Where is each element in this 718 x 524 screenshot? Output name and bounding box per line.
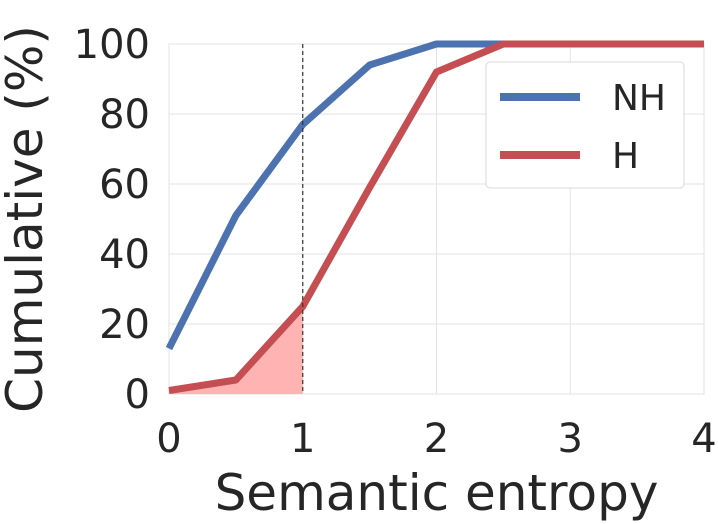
shaded-region bbox=[169, 306, 303, 394]
y-tick-label: 80 bbox=[99, 92, 150, 138]
x-axis-label: Semantic entropy bbox=[215, 464, 659, 522]
x-tick-label: 1 bbox=[290, 416, 315, 462]
legend: NH H bbox=[485, 61, 685, 189]
y-tick-label: 0 bbox=[125, 372, 150, 418]
y-tick-label: 100 bbox=[74, 22, 150, 68]
x-tick-label: 0 bbox=[156, 416, 181, 462]
x-tick-label: 2 bbox=[424, 416, 449, 462]
shaded-area-h bbox=[169, 306, 303, 394]
y-axis-label: Cumulative (%) bbox=[0, 25, 54, 413]
y-tick-label: 40 bbox=[99, 232, 150, 278]
y-tick-label: 60 bbox=[99, 162, 150, 208]
legend-label-h: H bbox=[612, 136, 639, 177]
x-tick-label: 4 bbox=[691, 416, 716, 462]
x-tick-label: 3 bbox=[558, 416, 583, 462]
y-tick-labels: 0 20 40 60 80 100 bbox=[74, 22, 150, 418]
series-lines bbox=[165, 40, 704, 394]
series-line-h bbox=[168, 40, 704, 394]
y-tick-label: 20 bbox=[99, 302, 150, 348]
x-tick-labels: 0 1 2 3 4 bbox=[156, 416, 716, 462]
legend-label-nh: NH bbox=[612, 78, 666, 119]
